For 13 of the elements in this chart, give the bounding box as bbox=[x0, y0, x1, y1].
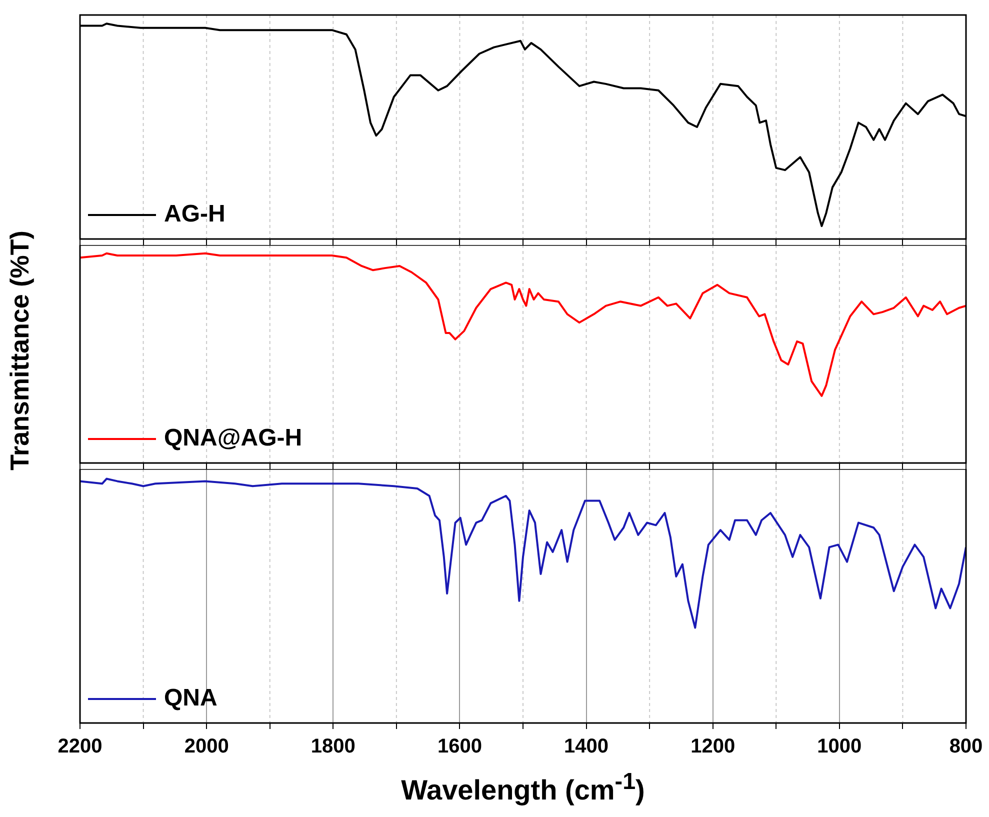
x-tick-label: 800 bbox=[949, 736, 983, 758]
y-axis-title: Transmittance (%T) bbox=[4, 230, 36, 470]
legend-label: QNA@AG-H bbox=[164, 424, 302, 452]
x-tick-label: 2000 bbox=[184, 736, 229, 758]
x-axis-title: Wavelength (cm$^{-1}$) bbox=[400, 768, 646, 806]
legend-label: AG-H bbox=[164, 200, 226, 228]
x-tick-label: 1000 bbox=[817, 736, 862, 758]
x-tick-label: 1600 bbox=[437, 736, 482, 758]
x-tick-label: 1200 bbox=[690, 736, 736, 758]
x-tick-label: 1800 bbox=[310, 736, 356, 758]
x-tick-label: 2200 bbox=[58, 736, 102, 758]
x-tick-label: 1400 bbox=[564, 736, 609, 758]
legend-label: QNA bbox=[164, 684, 218, 712]
